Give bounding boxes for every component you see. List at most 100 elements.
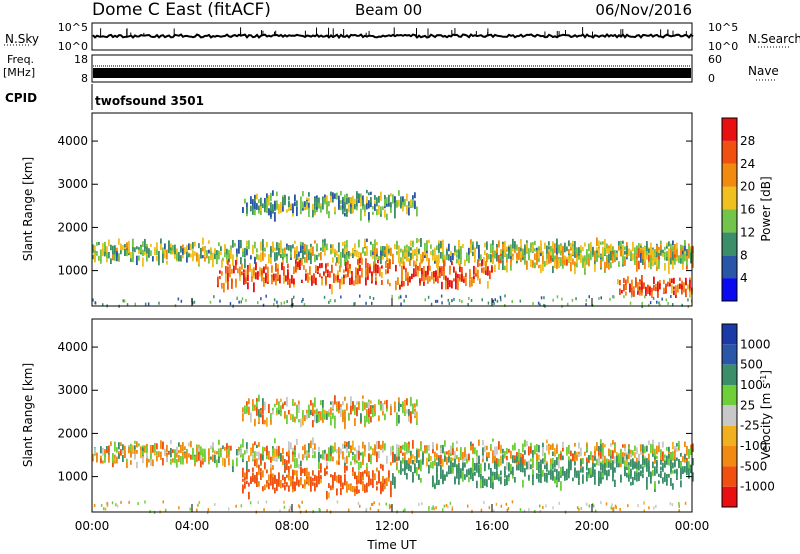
heatmap-cell	[506, 462, 508, 470]
heatmap-cell	[344, 247, 346, 255]
heatmap-cell	[548, 470, 550, 475]
heatmap-cell	[534, 248, 536, 252]
heatmap-cell	[371, 271, 373, 277]
heatmap-cell	[266, 480, 268, 484]
colorbar-tick-label: 24	[740, 157, 755, 171]
heatmap-cell	[624, 444, 626, 448]
heatmap-cell	[504, 247, 506, 257]
heatmap-cell	[681, 303, 683, 307]
heatmap-cell	[554, 468, 556, 473]
heatmap-cell	[249, 501, 252, 505]
heatmap-cell	[475, 267, 477, 275]
heatmap-cell	[258, 442, 260, 447]
heatmap-cell	[286, 396, 288, 407]
heatmap-cell	[662, 441, 664, 448]
heatmap-cell	[394, 406, 396, 413]
heatmap-cell	[304, 415, 306, 421]
heatmap-cell	[267, 273, 269, 283]
heatmap-cell	[574, 442, 576, 447]
heatmap-cell	[572, 244, 574, 249]
heatmap-cell	[422, 454, 424, 465]
heatmap-cell	[316, 408, 318, 417]
heatmap-cell	[562, 447, 564, 452]
heatmap-cell	[92, 244, 94, 253]
heatmap-cell	[623, 295, 625, 299]
heatmap-cell	[372, 211, 374, 215]
heatmap-cell	[614, 250, 616, 260]
heatmap-cell	[134, 440, 136, 444]
heatmap-cell	[634, 256, 636, 265]
heatmap-cell	[245, 298, 247, 302]
heatmap-cell	[238, 447, 240, 454]
heatmap-cell	[158, 251, 160, 259]
heatmap-cell	[377, 259, 379, 264]
heatmap-cell	[530, 458, 532, 462]
heatmap-cell	[648, 466, 650, 473]
heatmap-cell	[347, 263, 349, 269]
heatmap-cell	[459, 274, 461, 280]
heatmap-cell	[492, 251, 494, 257]
heatmap-cell	[530, 464, 532, 470]
heatmap-cell	[532, 480, 534, 486]
heatmap-cell	[686, 457, 688, 463]
heatmap-cell	[374, 200, 376, 205]
heatmap-cell	[330, 195, 332, 203]
heatmap-cell	[259, 267, 261, 277]
heatmap-cell	[669, 502, 672, 506]
heatmap-cell	[286, 209, 288, 213]
heatmap-cell	[314, 409, 316, 414]
heatmap-cell	[459, 264, 461, 269]
heatmap-cell	[470, 470, 472, 480]
heatmap-cell	[305, 269, 307, 273]
heatmap-cell	[246, 480, 248, 484]
heatmap-cell	[631, 279, 633, 288]
heatmap-cell	[317, 266, 319, 271]
heatmap-cell	[241, 271, 243, 276]
heatmap-cell	[634, 252, 636, 259]
heatmap-cell	[144, 246, 146, 253]
heatmap-cell	[288, 410, 290, 415]
heatmap-cell	[662, 249, 664, 256]
heatmap-cell	[354, 204, 356, 210]
heatmap-cell	[420, 461, 422, 472]
heatmap-cell	[630, 481, 632, 486]
heatmap-cell	[252, 244, 254, 255]
heatmap-cell	[519, 508, 522, 511]
heatmap-cell	[372, 478, 374, 488]
heatmap-cell	[390, 488, 392, 498]
heatmap-cell	[656, 445, 658, 455]
noise-left-label: N.Sky	[5, 32, 39, 46]
heatmap-cell	[392, 451, 394, 457]
heatmap-cell	[654, 472, 656, 476]
heatmap-cell	[264, 253, 266, 257]
heatmap-cell	[484, 478, 486, 486]
heatmap-cell	[420, 477, 422, 483]
heatmap-cell	[254, 404, 256, 411]
heatmap-cell	[388, 202, 390, 207]
heatmap-cell	[520, 239, 522, 245]
heatmap-cell	[476, 462, 478, 473]
heatmap-cell	[230, 445, 232, 451]
heatmap-cell	[544, 465, 546, 469]
heatmap-cell	[416, 250, 418, 259]
heatmap-cell	[217, 276, 219, 286]
heatmap-cell	[340, 448, 342, 455]
heatmap-cell	[654, 456, 656, 460]
heatmap-cell	[588, 295, 590, 299]
heatmap-cell	[524, 450, 526, 455]
heatmap-cell	[321, 262, 323, 268]
colorbar-tick-label: 12	[740, 225, 755, 239]
heatmap-cell	[116, 251, 118, 262]
heatmap-cell	[660, 470, 662, 479]
heatmap-cell	[384, 249, 386, 254]
heatmap-cell	[538, 250, 540, 259]
heatmap-cell	[620, 460, 622, 468]
heatmap-cell	[298, 504, 300, 508]
heatmap-cell	[578, 507, 580, 511]
heatmap-cell	[322, 202, 324, 210]
heatmap-cell	[576, 254, 578, 258]
heatmap-cell	[626, 245, 628, 255]
heatmap-cell	[477, 276, 479, 281]
heatmap-cell	[392, 445, 394, 451]
heatmap-cell	[687, 305, 690, 309]
